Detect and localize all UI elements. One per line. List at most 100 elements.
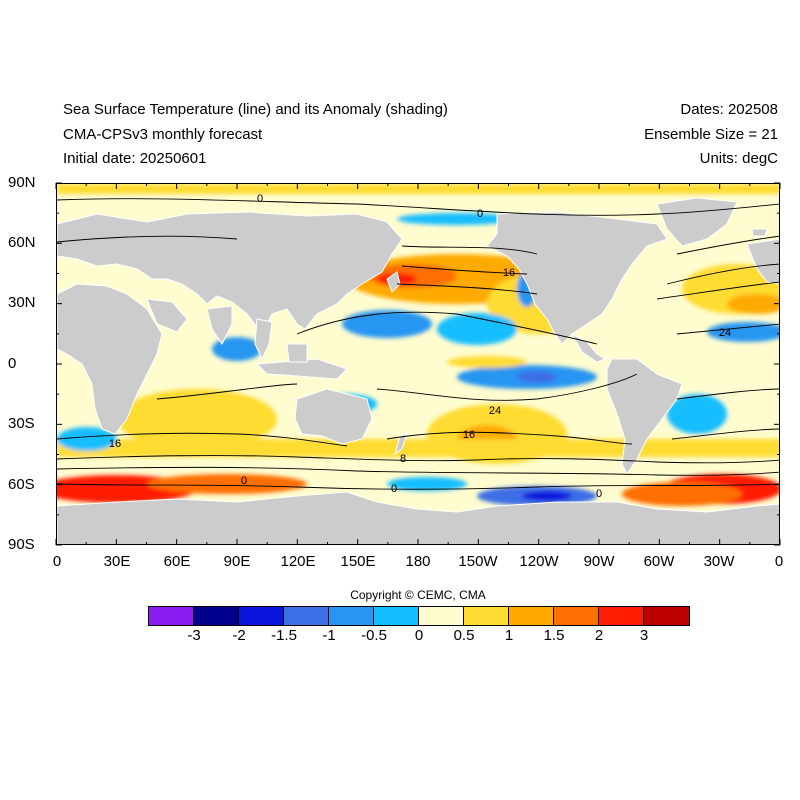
lon-label-150w: 150W (458, 553, 498, 570)
lon-label-60e: 60E (163, 553, 191, 570)
colorbar-swatch-3 (284, 607, 329, 625)
land-south-america (606, 358, 683, 475)
contour-label-16-spac: 16 (463, 429, 475, 441)
contour-label-group: 0 0 16 24 24 16 16 8 0 0 0 (109, 193, 731, 500)
land-australia (294, 388, 373, 445)
anomaly-indian-cool (212, 337, 262, 361)
anomaly-shading (57, 184, 779, 506)
anomaly-s-atlantic-cool (667, 394, 727, 434)
lon-label-90w: 90W (583, 553, 615, 570)
land-india (206, 305, 233, 345)
contour-24-north (296, 311, 779, 345)
colorbar (148, 606, 690, 626)
anomaly-n-atlantic-warm2 (727, 294, 779, 314)
land-north-america (486, 211, 668, 345)
anomaly-so-indian-warm (147, 474, 307, 494)
anomaly-so-s-atlantic-warm (622, 482, 742, 506)
colorbar-label-8: 1.5 (543, 627, 565, 644)
land-indonesia (255, 358, 348, 380)
colorbar-label-0: -3 (187, 627, 201, 644)
anomaly-n-atlantic-cool (707, 322, 779, 342)
contour-24-south (156, 373, 779, 401)
contour-8-north (57, 235, 779, 255)
colorbar-swatch-10 (599, 607, 644, 625)
copyright-text: Copyright © CEMC, CMA (350, 588, 486, 602)
anomaly-indian-s-cool (57, 427, 117, 451)
contour-20-north (396, 281, 779, 300)
lon-label-0-east: 0 (774, 553, 784, 570)
lon-label-90e: 90E (223, 553, 251, 570)
anomaly-eq-warm (447, 356, 527, 368)
land-borneo (286, 343, 308, 363)
colorbar-swatch-1 (194, 607, 239, 625)
sst-anomaly-map: 0 0 16 24 24 16 16 8 0 0 0 (56, 183, 780, 545)
colorbar-swatch-11 (644, 607, 689, 625)
model-name: CMA-CPSv3 monthly forecast (63, 126, 263, 143)
colorbar-swatch-7 (464, 607, 509, 625)
colorbar-label-2: -1.5 (271, 627, 297, 644)
colorbar-label-1: -2 (232, 627, 246, 644)
land-iceland (751, 228, 768, 237)
contour-label-0-so-a: 0 (241, 475, 247, 487)
colorbar-label-5: 0 (414, 627, 424, 644)
colorbar-label-6: 0.5 (453, 627, 475, 644)
colorbar-swatch-6 (419, 607, 464, 625)
colorbar-swatch-5 (374, 607, 419, 625)
anomaly-e-pacific-cool-core (517, 371, 557, 383)
land-africa (57, 283, 163, 435)
contour-label-16-npac: 16 (503, 267, 515, 279)
lon-label-30w: 30W (703, 553, 735, 570)
map-canvas: 0 0 16 24 24 16 16 8 0 0 0 (57, 184, 779, 544)
land (57, 197, 779, 544)
contour-label-0-so-b: 0 (391, 483, 397, 495)
colorbar-label-4: -0.5 (361, 627, 387, 644)
colorbar-label-7: 1 (504, 627, 514, 644)
lon-label-60w: 60W (643, 553, 675, 570)
anomaly-c-pacific-cool (437, 313, 517, 345)
contour-label-16-sind: 16 (109, 438, 121, 450)
anomaly-so-pacific-cool2 (387, 477, 467, 491)
colorbar-swatch-9 (554, 607, 599, 625)
land-eurasia (57, 211, 403, 335)
contour-label-24-natl: 24 (719, 327, 731, 339)
lon-label-30e: 30E (103, 553, 131, 570)
colorbar-swatch-2 (239, 607, 284, 625)
contour-label-0-arctic-a: 0 (257, 193, 263, 205)
land-sea-peninsula (254, 318, 273, 361)
lon-label-120e: 120E (280, 553, 316, 570)
contour-16-north (401, 263, 779, 285)
sst-contours (57, 198, 779, 490)
anomaly-southern-warm-band (57, 439, 779, 457)
initial-date: Initial date: 20250601 (63, 150, 207, 167)
anomaly-w-pacific-cool (342, 310, 432, 338)
lat-label-30n: 30N (8, 294, 36, 311)
lat-label-0: 0 (8, 355, 17, 372)
lat-label-90s: 90S (8, 536, 35, 553)
lon-label-180: 180 (405, 553, 431, 570)
colorbar-swatch-0 (149, 607, 194, 625)
forecast-dates: Dates: 202508 (680, 101, 778, 118)
lon-label-120w: 120W (519, 553, 559, 570)
units-label: Units: degC (699, 150, 778, 167)
contour-0-north (57, 198, 779, 216)
lon-label-0: 0 (52, 553, 62, 570)
colorbar-label-3: -1 (322, 627, 336, 644)
contour-4-south (57, 466, 779, 476)
land-arabia (146, 298, 188, 333)
contour-label-24-spac: 24 (489, 405, 501, 417)
colorbar-swatch-8 (509, 607, 554, 625)
lat-label-60s: 60S (8, 476, 35, 493)
contour-label-8-spac: 8 (400, 453, 406, 465)
lat-label-30s: 30S (8, 415, 35, 432)
contour-8-south (57, 455, 779, 464)
colorbar-swatch-4 (329, 607, 374, 625)
anomaly-so-pacific-cool-core (522, 491, 572, 501)
contour-0-south (57, 483, 779, 490)
lon-label-150e: 150E (340, 553, 376, 570)
ensemble-size: Ensemble Size = 21 (644, 126, 778, 143)
colorbar-label-9: 2 (594, 627, 604, 644)
lat-label-90n: 90N (8, 174, 36, 191)
colorbar-label-10: 3 (639, 627, 649, 644)
land-new-zealand (394, 433, 408, 456)
